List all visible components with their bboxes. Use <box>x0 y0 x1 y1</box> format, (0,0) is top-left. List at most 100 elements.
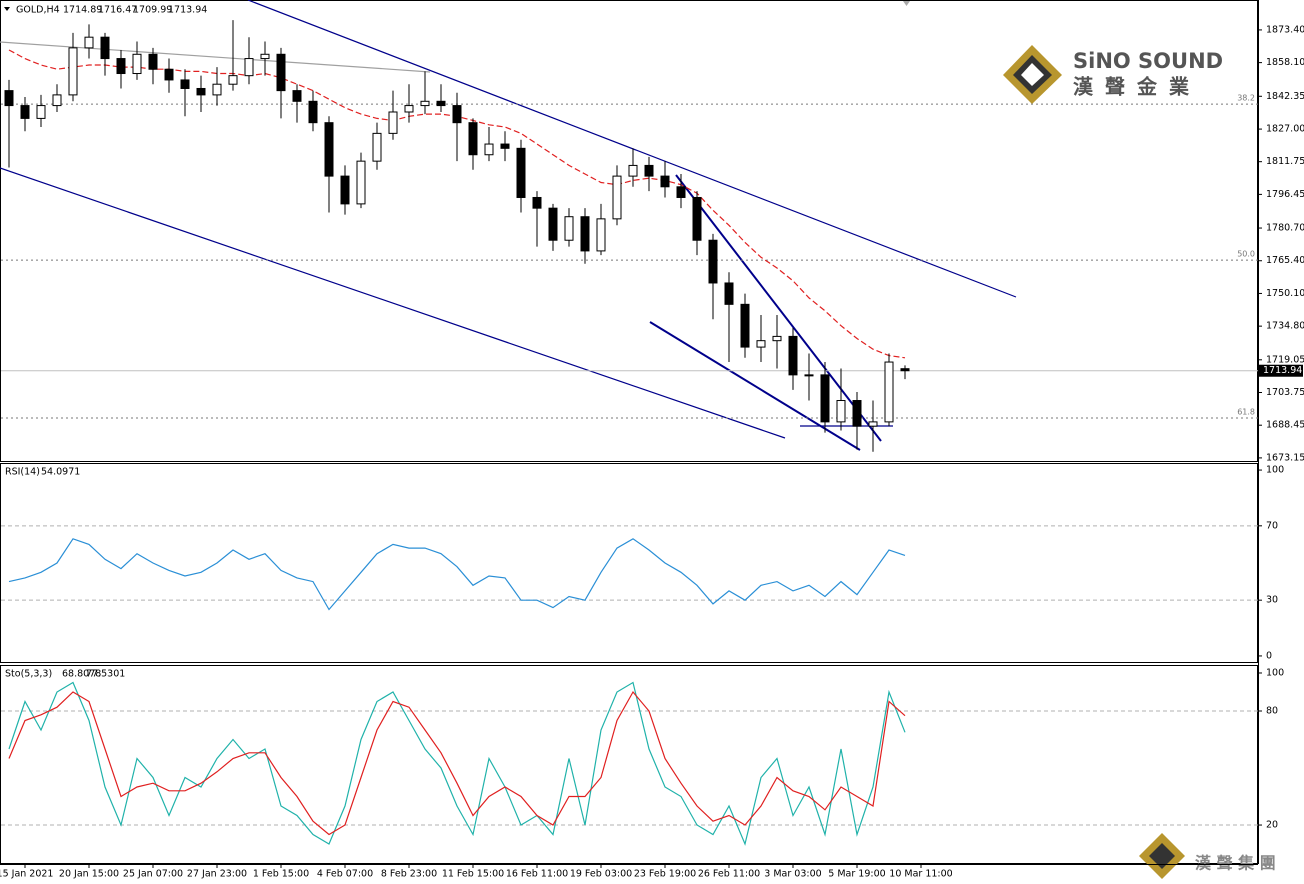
ohlc-high: 1716.47 <box>98 5 137 16</box>
candle-body <box>468 122 478 156</box>
fib-label: 50.0 <box>1237 250 1255 259</box>
candle-body <box>612 175 622 220</box>
x-tick-label: 4 Feb 07:00 <box>317 869 373 880</box>
candle-body <box>884 361 894 423</box>
y-tick-label: 1842.35 <box>1266 91 1304 102</box>
y-tick-label: 1780.70 <box>1266 223 1304 234</box>
candle-body <box>148 53 158 70</box>
x-tick-label: 3 Mar 03:00 <box>764 869 821 880</box>
y-tick-label: 20 <box>1266 820 1278 831</box>
candle-body <box>84 36 94 49</box>
x-tick-label: 20 Jan 15:00 <box>59 869 119 880</box>
logo-diamond-core <box>1021 63 1044 86</box>
candle-body <box>68 47 78 96</box>
candle-body <box>708 239 718 284</box>
candle-body <box>516 147 526 198</box>
x-tick-label: 25 Jan 07:00 <box>123 869 183 880</box>
candle-body <box>900 368 910 372</box>
candle-body <box>228 75 238 85</box>
candle-body <box>628 164 638 177</box>
candle-body <box>372 132 382 162</box>
y-tick-label: 1873.40 <box>1266 24 1304 35</box>
channel-lower <box>0 167 786 439</box>
ohlc-low: 1709.99 <box>133 5 172 16</box>
current-price-box <box>1259 364 1303 377</box>
candle-body <box>420 100 430 107</box>
y-tick-label: 80 <box>1266 705 1278 716</box>
symbol-title: GOLD,H4 <box>16 5 60 16</box>
candle-body <box>532 196 542 209</box>
y-tick-label: 100 <box>1266 667 1284 678</box>
x-tick-label: 8 Feb 23:00 <box>381 869 437 880</box>
candle-body <box>20 105 30 119</box>
candle-body <box>404 105 414 113</box>
candle-body <box>244 58 254 77</box>
candle-body <box>436 100 446 107</box>
candle-body <box>388 111 398 134</box>
rsi-value: 54.0971 <box>41 467 80 478</box>
stoch-line <box>8 681 906 846</box>
x-tick-label: 23 Feb 19:00 <box>634 869 696 880</box>
stoch-signal-value: 77.5301 <box>86 669 125 680</box>
y-tick-label: 1673.15 <box>1266 452 1304 463</box>
candle-body <box>132 53 142 75</box>
x-tick-label: 27 Jan 23:00 <box>187 869 247 880</box>
logo-chinese: 漢聲金業 <box>1073 75 1201 99</box>
candle-body <box>756 340 766 348</box>
y-tick-label: 1765.40 <box>1266 255 1304 266</box>
x-tick-label: 5 Mar 19:00 <box>828 869 885 880</box>
candle-body <box>484 143 494 156</box>
candle-body <box>100 36 110 60</box>
candle-body <box>212 83 222 96</box>
y-tick-label: 1734.80 <box>1266 321 1304 332</box>
footer-logo: 漢 聲 集 團 <box>1195 854 1276 873</box>
x-tick-label: 15 Jan 2021 <box>0 869 53 880</box>
y-tick-label: 70 <box>1266 520 1278 531</box>
candle-body <box>36 105 46 119</box>
current-price-label: 1713.94 <box>1263 365 1302 376</box>
candle-body <box>596 218 606 252</box>
candle-body <box>260 53 270 60</box>
y-tick-label: 1811.75 <box>1266 156 1304 167</box>
stoch-title: Sto(5,3,3) <box>5 669 52 680</box>
candle-body <box>692 196 702 241</box>
rsi-title: RSI(14) <box>5 467 40 478</box>
wedge-upper <box>675 174 882 442</box>
shift-marker <box>903 1 910 6</box>
y-tick-label: 1858.10 <box>1266 57 1304 68</box>
candle-body <box>548 207 558 241</box>
candle-body <box>292 90 302 102</box>
y-tick-label: 1703.75 <box>1266 387 1304 398</box>
y-tick-label: 30 <box>1266 595 1278 606</box>
candle-body <box>4 90 14 107</box>
x-tick-label: 26 Feb 11:00 <box>698 869 760 880</box>
ohlc-open: 1714.89 <box>63 5 102 16</box>
ohlc-close: 1713.94 <box>168 5 207 16</box>
candle-body <box>324 122 334 177</box>
y-tick-label: 1827.00 <box>1266 124 1304 135</box>
menu-arrow <box>4 7 10 11</box>
x-tick-label: 19 Feb 03:00 <box>570 869 632 880</box>
candle-body <box>500 143 510 149</box>
candle-body <box>308 100 318 124</box>
fib-label: 38.2 <box>1237 94 1255 103</box>
y-tick-label: 100 <box>1266 465 1284 476</box>
y-tick-label: 1688.45 <box>1266 420 1304 431</box>
candle-body <box>836 400 846 423</box>
x-tick-label: 10 Mar 11:00 <box>889 869 952 880</box>
x-tick-label: 1 Feb 15:00 <box>253 869 309 880</box>
fib-label: 61.8 <box>1237 408 1255 417</box>
candle-body <box>276 53 286 92</box>
footer-diamond-inner <box>1149 843 1175 869</box>
candle-body <box>852 400 862 427</box>
candle-body <box>452 105 462 124</box>
candle-body <box>788 335 798 376</box>
candle-body <box>740 303 750 348</box>
logo-brand: SiNO SOUND <box>1073 49 1223 73</box>
candle-body <box>340 175 350 205</box>
main-panel <box>0 0 1258 462</box>
candle-body <box>660 175 670 188</box>
candle-body <box>356 160 366 205</box>
